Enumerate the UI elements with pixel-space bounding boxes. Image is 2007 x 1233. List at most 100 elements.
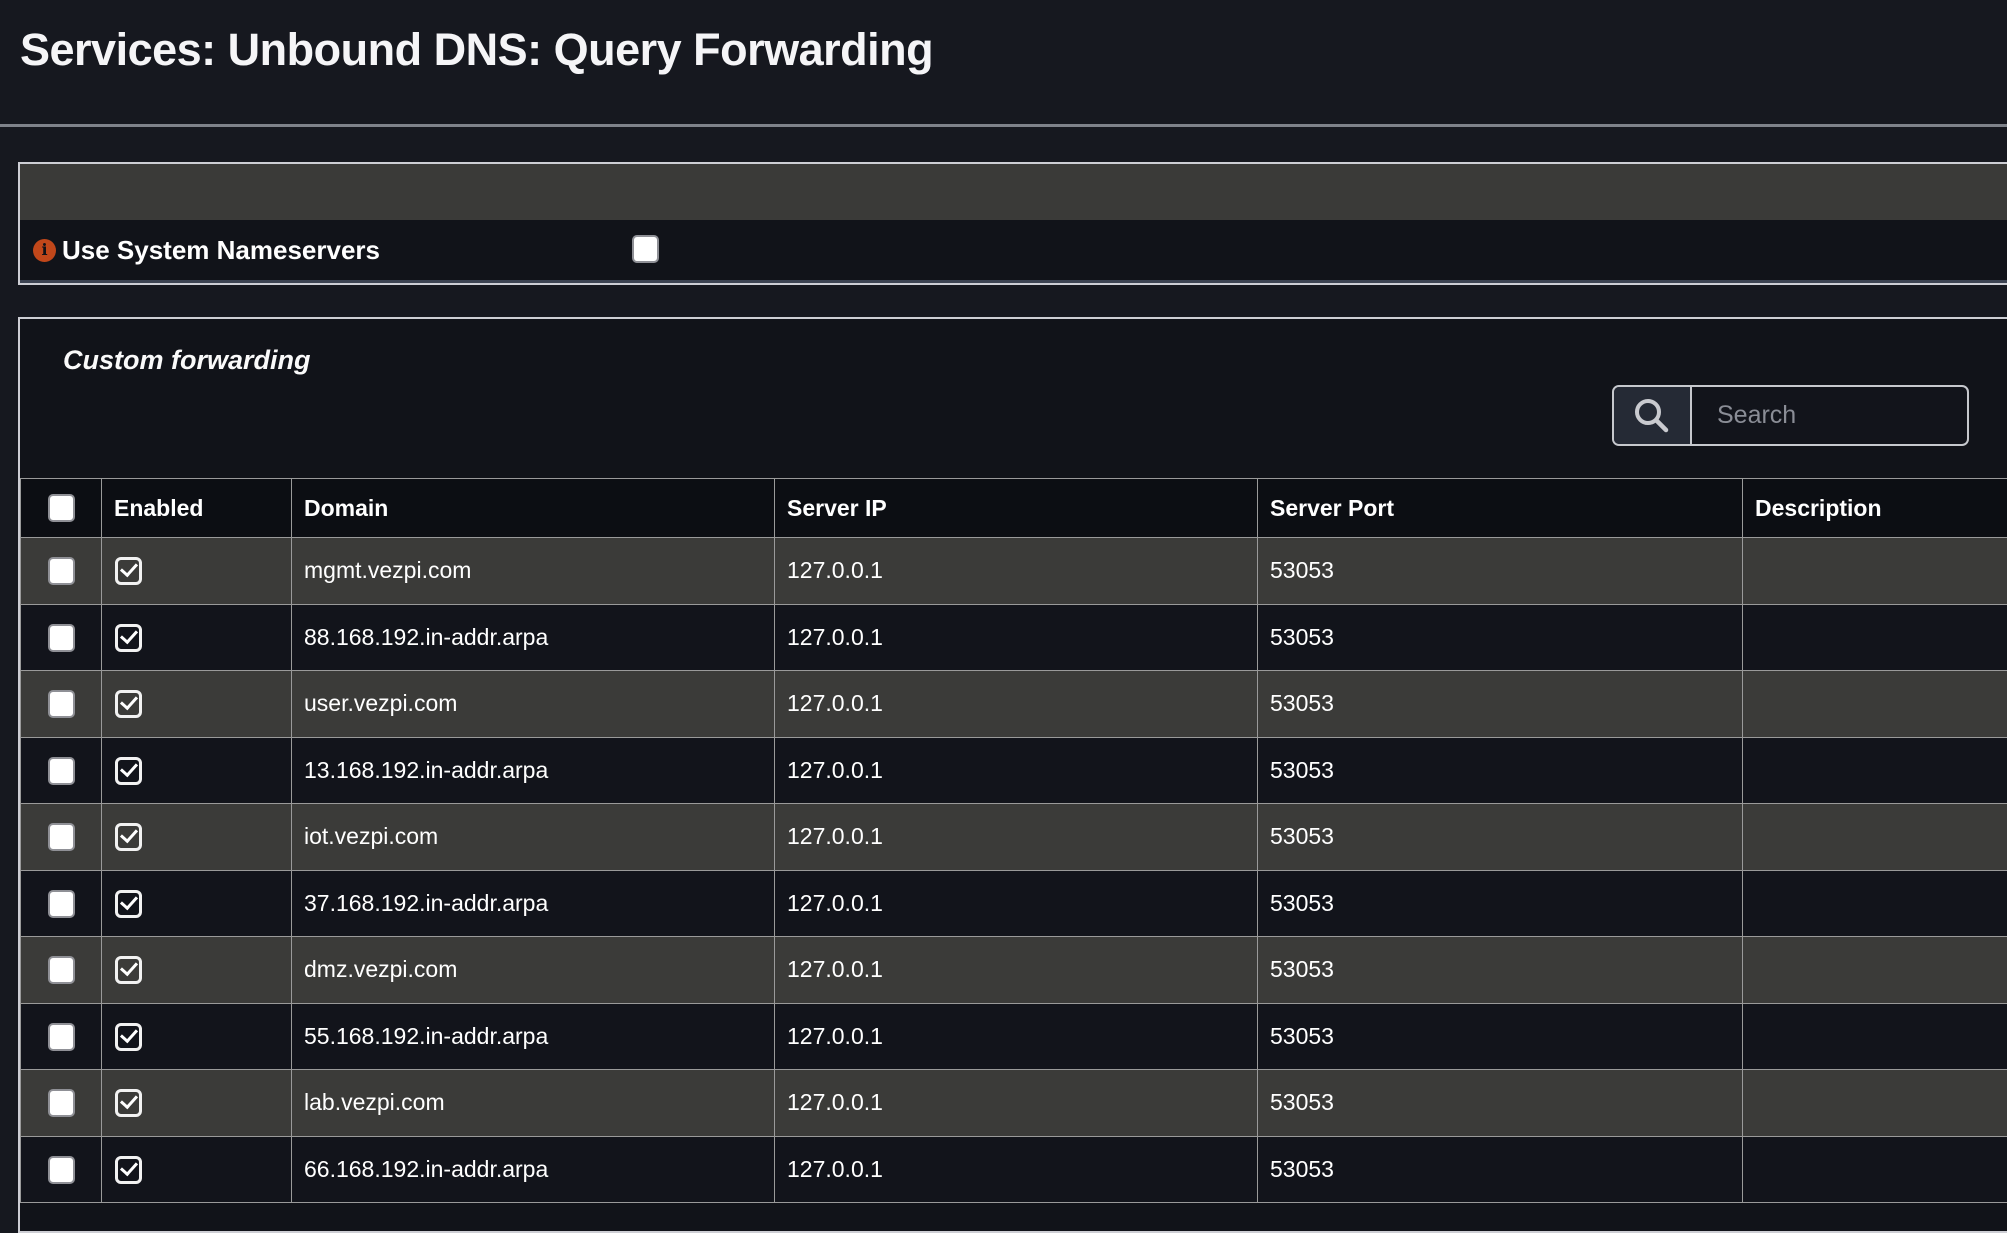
server-port-cell: 53053 [1258,671,1743,738]
row-select-cell [21,604,102,671]
column-header-enabled[interactable]: Enabled [102,479,292,538]
enabled-cell [102,538,292,605]
server-ip-cell: 127.0.0.1 [775,737,1258,804]
domain-cell: 37.168.192.in-addr.arpa [292,870,775,937]
enabled-cell [102,1003,292,1070]
row-select-cell [21,737,102,804]
server-ip-cell: 127.0.0.1 [775,937,1258,1004]
enabled-cell [102,737,292,804]
search-input[interactable] [1692,387,1967,444]
description-cell [1743,1136,2007,1203]
nameservers-form-panel: Use System Nameservers [18,162,2007,285]
server-ip-cell: 127.0.0.1 [775,538,1258,605]
enabled-checkbox[interactable] [115,757,142,785]
enabled-cell [102,870,292,937]
description-cell [1743,804,2007,871]
table-header-row: Enabled Domain Server IP Server Port Des… [21,479,2007,538]
enabled-cell [102,1136,292,1203]
server-port-cell: 53053 [1258,870,1743,937]
server-port-cell: 53053 [1258,604,1743,671]
enabled-checkbox[interactable] [115,690,142,718]
row-select-checkbox[interactable] [48,1156,75,1184]
server-port-cell: 53053 [1258,737,1743,804]
server-port-cell: 53053 [1258,1070,1743,1137]
row-select-checkbox[interactable] [48,1089,75,1117]
search-icon [1631,395,1673,437]
use-system-nameservers-label: Use System Nameservers [62,235,380,266]
enabled-cell [102,1070,292,1137]
row-select-cell [21,1136,102,1203]
select-all-checkbox[interactable] [48,494,75,522]
domain-cell: 13.168.192.in-addr.arpa [292,737,775,804]
custom-forwarding-heading: Custom forwarding [63,345,311,376]
domain-cell: 55.168.192.in-addr.arpa [292,1003,775,1070]
column-header-description[interactable]: Description [1743,479,2007,538]
enabled-checkbox[interactable] [115,1089,142,1117]
search-box [1612,385,1969,446]
search-button[interactable] [1614,387,1692,444]
domain-cell: lab.vezpi.com [292,1070,775,1137]
server-port-cell: 53053 [1258,1003,1743,1070]
column-header-server-ip[interactable]: Server IP [775,479,1258,538]
row-select-cell [21,870,102,937]
row-select-checkbox[interactable] [48,890,75,918]
domain-cell: dmz.vezpi.com [292,937,775,1004]
row-select-checkbox[interactable] [48,557,75,585]
description-cell [1743,937,2007,1004]
row-select-checkbox[interactable] [48,823,75,851]
enabled-cell [102,671,292,738]
enabled-checkbox[interactable] [115,1156,142,1184]
row-select-checkbox[interactable] [48,757,75,785]
enabled-cell [102,604,292,671]
row-select-cell [21,1003,102,1070]
custom-forwarding-panel: Custom forwarding Enabled Domain Server … [18,317,2007,1233]
column-header-domain[interactable]: Domain [292,479,775,538]
enabled-checkbox[interactable] [115,956,142,984]
description-cell [1743,538,2007,605]
info-icon[interactable] [33,239,56,262]
column-header-select [21,479,102,538]
use-system-nameservers-checkbox[interactable] [632,235,659,263]
row-select-checkbox[interactable] [48,1023,75,1051]
enabled-checkbox[interactable] [115,1023,142,1051]
description-cell [1743,604,2007,671]
use-system-nameservers-row: Use System Nameservers [20,220,2007,283]
column-header-server-port[interactable]: Server Port [1258,479,1743,538]
domain-cell: user.vezpi.com [292,671,775,738]
enabled-checkbox[interactable] [115,890,142,918]
row-select-cell [21,671,102,738]
server-port-cell: 53053 [1258,538,1743,605]
enabled-cell [102,804,292,871]
form-header-bar [20,164,2007,220]
enabled-checkbox[interactable] [115,557,142,585]
row-select-checkbox[interactable] [48,956,75,984]
domain-cell: iot.vezpi.com [292,804,775,871]
domain-cell: 88.168.192.in-addr.arpa [292,604,775,671]
enabled-checkbox[interactable] [115,823,142,851]
page-title: Services: Unbound DNS: Query Forwarding [20,26,933,73]
row-select-checkbox[interactable] [48,690,75,718]
row-select-checkbox[interactable] [48,624,75,652]
server-ip-cell: 127.0.0.1 [775,1003,1258,1070]
forwarding-table: Enabled Domain Server IP Server Port Des… [20,478,2007,1203]
enabled-checkbox[interactable] [115,624,142,652]
row-select-cell [21,538,102,605]
server-ip-cell: 127.0.0.1 [775,671,1258,738]
server-ip-cell: 127.0.0.1 [775,804,1258,871]
server-ip-cell: 127.0.0.1 [775,604,1258,671]
server-ip-cell: 127.0.0.1 [775,1136,1258,1203]
domain-cell: mgmt.vezpi.com [292,538,775,605]
server-port-cell: 53053 [1258,804,1743,871]
server-ip-cell: 127.0.0.1 [775,870,1258,937]
row-select-cell [21,804,102,871]
